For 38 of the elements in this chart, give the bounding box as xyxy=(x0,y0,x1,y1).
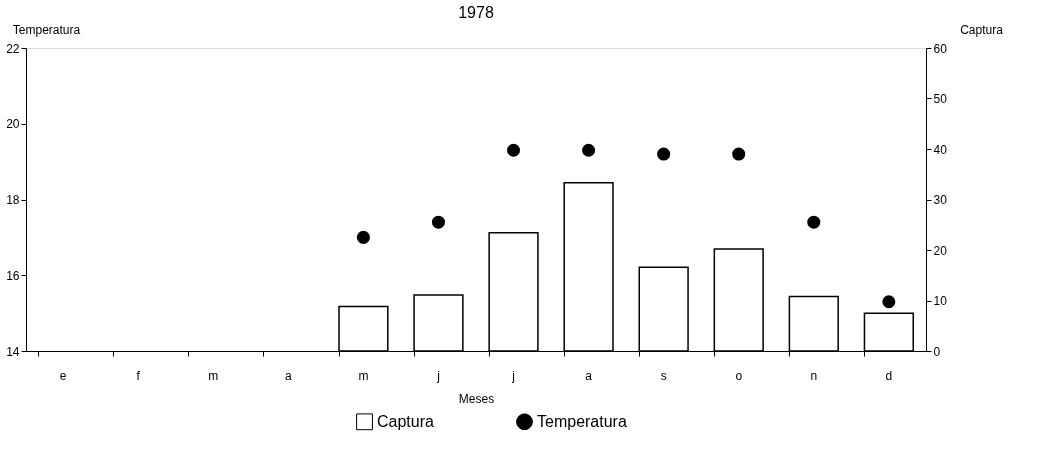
legend-label: Captura xyxy=(377,412,435,430)
y2-tick-label: 60 xyxy=(933,41,948,56)
x-tick-label: j xyxy=(511,368,515,383)
point xyxy=(732,147,746,161)
point xyxy=(507,143,521,157)
x-tick-label: a xyxy=(285,368,292,383)
y-tick-label: 16 xyxy=(6,268,20,283)
point xyxy=(582,143,596,157)
x-tick-label: a xyxy=(585,368,593,383)
legend-label: Temperatura xyxy=(537,412,627,430)
y2-axis-title: Captura xyxy=(960,22,1004,37)
x-tick-label: m xyxy=(358,368,369,383)
x-tick-label: j xyxy=(436,368,440,383)
x-tick-label: s xyxy=(660,368,667,383)
y-tick-label: 14 xyxy=(6,344,20,359)
x-tick-label: f xyxy=(136,368,141,383)
point xyxy=(807,215,821,229)
x-tick-label: d xyxy=(885,368,893,383)
x-tick-label: n xyxy=(810,368,818,383)
point xyxy=(431,215,445,229)
y2-tick-label: 0 xyxy=(933,344,941,359)
x-tick-label: m xyxy=(208,368,219,383)
point xyxy=(356,230,370,244)
y2-tick-label: 30 xyxy=(933,193,948,207)
y-tick-label: 22 xyxy=(6,41,20,56)
x-tick-label: o xyxy=(735,368,743,383)
y-tick-label: 20 xyxy=(6,117,20,132)
point xyxy=(657,147,671,161)
x-tick-label: e xyxy=(59,368,67,383)
y2-tick-label: 40 xyxy=(933,142,948,157)
chart-title: 1978 xyxy=(458,4,494,21)
y-axis-title: Temperatura xyxy=(12,22,81,37)
y2-tick-label: 10 xyxy=(933,294,948,308)
y-tick-label: 18 xyxy=(6,193,20,207)
x-axis-title: Meses xyxy=(458,391,495,406)
y2-tick-label: 50 xyxy=(933,92,948,106)
y2-tick-label: 20 xyxy=(933,243,948,258)
point xyxy=(882,295,896,309)
